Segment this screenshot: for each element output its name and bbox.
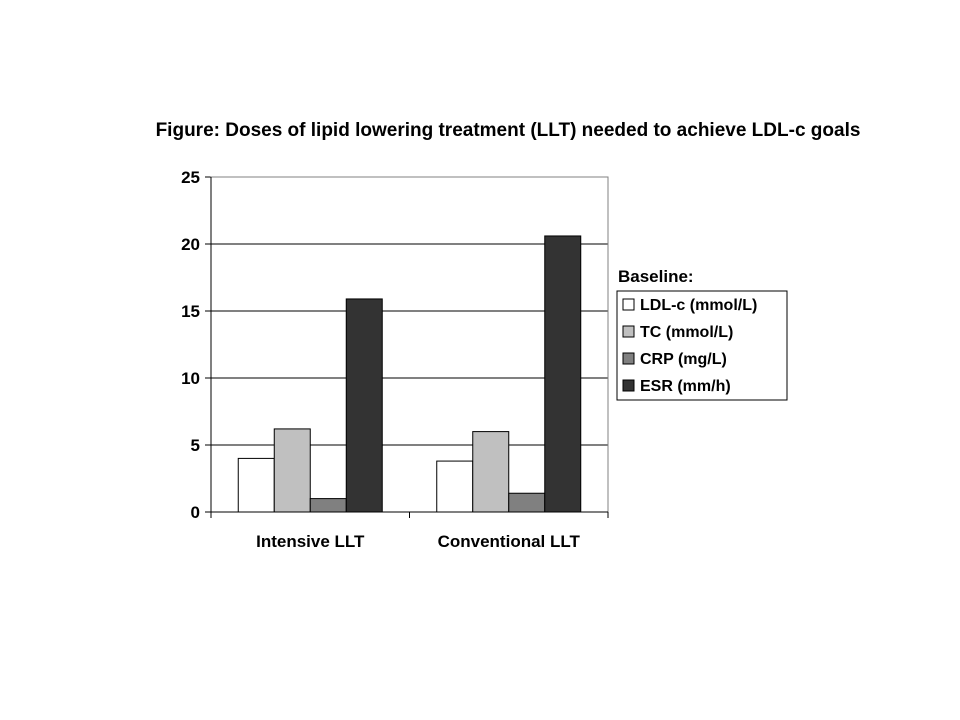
y-tick-label: 0	[191, 503, 200, 522]
legend-title: Baseline:	[618, 267, 694, 286]
bar	[472, 431, 510, 513]
plot-area: 0 5 10 15 20 25 Intensive LLT Conventional LLT	[181, 168, 609, 551]
bar	[544, 235, 582, 513]
bar	[273, 428, 311, 513]
legend-swatch	[622, 379, 635, 392]
bar	[508, 492, 546, 513]
legend-label: LDL-c (mmol/L)	[640, 297, 757, 314]
x-category-label: Conventional LLT	[438, 532, 581, 551]
y-tick-label: 25	[181, 168, 200, 187]
y-tick-label: 10	[181, 369, 200, 388]
legend-swatch	[622, 352, 635, 365]
chart-title: Figure: Doses of lipid lowering treatmen…	[156, 120, 861, 141]
legend-label: ESR (mm/h)	[640, 378, 731, 395]
y-tick-label: 15	[181, 302, 200, 321]
legend-label: CRP (mg/L)	[640, 351, 727, 368]
legend-frame	[616, 290, 788, 401]
bar	[237, 457, 275, 513]
y-tick-label: 5	[191, 436, 200, 455]
legend-swatch	[622, 298, 635, 311]
legend-swatch	[622, 325, 635, 338]
bar	[345, 298, 383, 513]
legend-label: TC (mmol/L)	[640, 324, 733, 341]
bar	[436, 460, 474, 513]
bar	[309, 498, 347, 513]
legend: LDL-c (mmol/L) TC (mmol/L) CRP (mg/L) ESR (…	[616, 290, 788, 401]
x-category-label: Intensive LLT	[256, 532, 365, 551]
y-tick-label: 20	[181, 235, 200, 254]
